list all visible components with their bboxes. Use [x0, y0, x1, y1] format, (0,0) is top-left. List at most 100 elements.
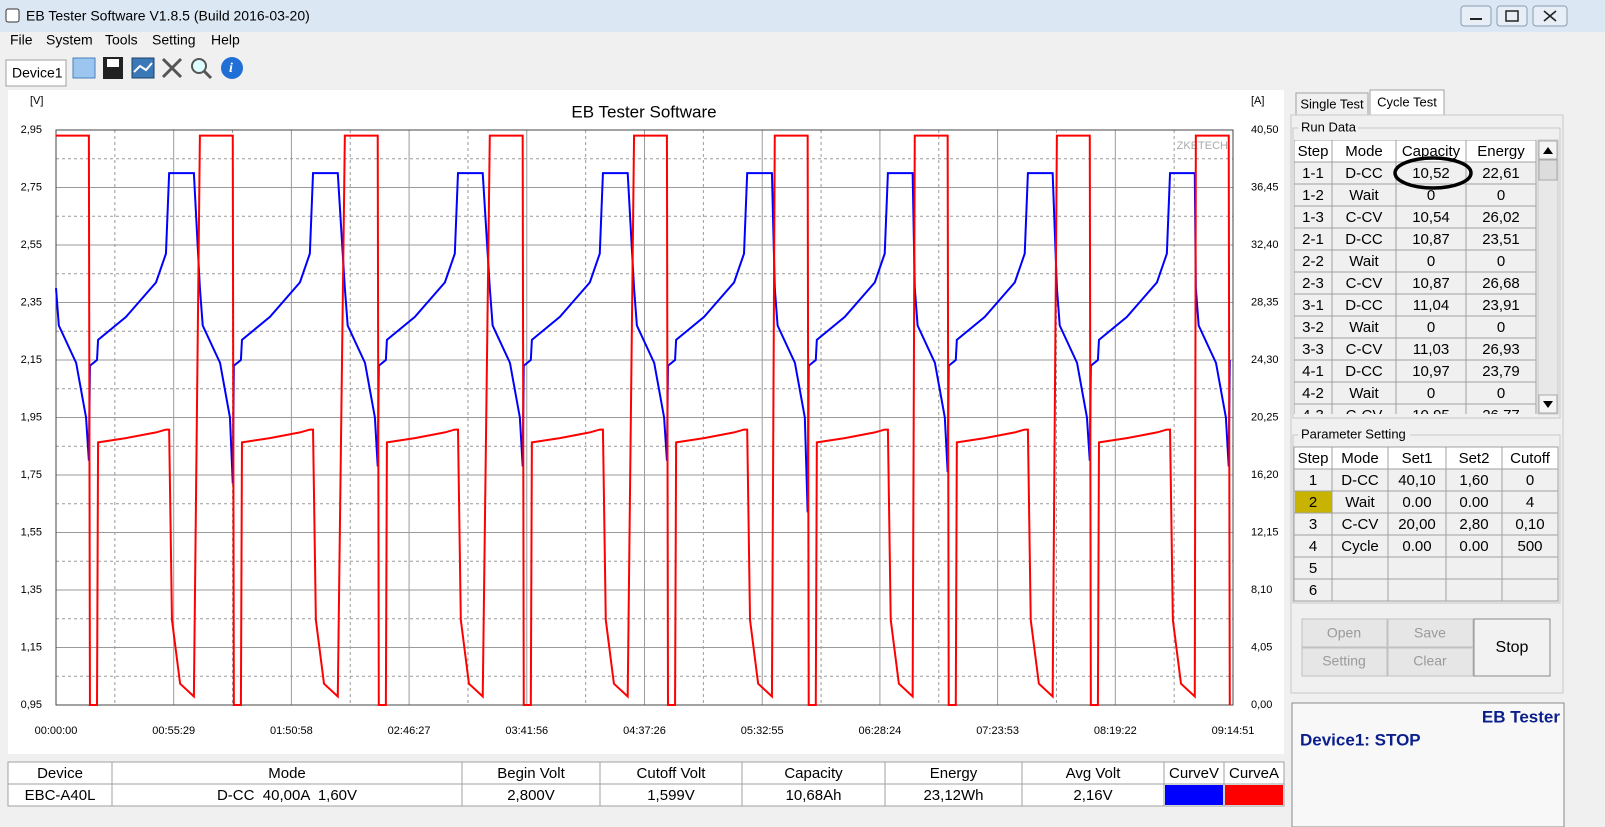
- cell-text: 26,02: [1482, 209, 1520, 226]
- run-data-table: Step Mode Capacity Energy 1-1 D-CC 10,52 22,61 1…: [1294, 140, 1537, 424]
- menu-item[interactable]: System: [46, 32, 93, 48]
- scrollbar[interactable]: [1537, 139, 1559, 415]
- cell-text: 10,87: [1412, 275, 1450, 292]
- minimize-button[interactable]: [1460, 5, 1492, 27]
- cell-text: 0: [1497, 319, 1505, 336]
- status-box: [1291, 702, 1565, 827]
- cell-text: 0: [1427, 319, 1435, 336]
- group-title: Parameter Setting: [1301, 426, 1406, 441]
- search-icon[interactable]: [191, 58, 207, 74]
- cell-text: 0: [1427, 385, 1435, 402]
- cell-text: 4: [1526, 494, 1534, 511]
- cell-text: Wait: [1345, 494, 1375, 511]
- group-box: [1292, 127, 1561, 419]
- chart-panel: [8, 90, 1284, 754]
- column-header: Energy: [930, 765, 978, 782]
- button-label[interactable]: Save: [1414, 625, 1446, 641]
- cell-text: 2: [1309, 494, 1317, 511]
- cell-text: 0: [1497, 385, 1505, 402]
- cell-text: 10,95: [1412, 407, 1450, 424]
- cell-text: D-CC: [1345, 165, 1383, 182]
- cell-text: 0.00: [1459, 494, 1488, 511]
- cell-text: 40,10: [1398, 472, 1436, 489]
- cell-text: D-CC: [1345, 231, 1383, 248]
- column-header: Begin Volt: [497, 765, 565, 782]
- button-label[interactable]: Stop: [1496, 639, 1529, 656]
- cell-text: 11,04: [1413, 297, 1449, 314]
- summary-table: Device EBC-A40L Mode D-CC 40,00A 1,60V Begin…: [7, 761, 1285, 807]
- app-icon: [5, 8, 20, 23]
- x-tick-label: 07:23:53: [976, 725, 1019, 737]
- cell-text: Wait: [1349, 385, 1379, 402]
- cell-text: 26,77: [1482, 407, 1520, 424]
- cell-text: 23,79: [1482, 363, 1520, 380]
- column-header: Set2: [1459, 450, 1490, 467]
- y-tick-label: 2,75: [21, 181, 42, 193]
- stop-button[interactable]: [1473, 618, 1551, 677]
- status-message: Device1: STOP: [1300, 730, 1421, 749]
- cell-text: 4: [1309, 538, 1317, 555]
- setting-button[interactable]: [1301, 647, 1388, 677]
- button-label[interactable]: Open: [1327, 625, 1361, 641]
- tab-label[interactable]: Single Test: [1300, 96, 1364, 111]
- window-title: EB Tester Software V1.8.5 (Build 2016-03…: [26, 8, 310, 24]
- cell-text: 0: [1526, 472, 1534, 489]
- cell-text: 23,51: [1482, 231, 1520, 248]
- cell-text: Wait: [1349, 187, 1379, 204]
- y2-tick-label: 36,45: [1251, 181, 1279, 193]
- menu-item[interactable]: Setting: [152, 32, 196, 48]
- cell-text: 500: [1517, 538, 1542, 555]
- info-glyph: i: [229, 61, 233, 76]
- cell-text: 0.00: [1402, 538, 1431, 555]
- column-header: Capacity: [1402, 143, 1461, 160]
- cell-text: D-CC: [1345, 297, 1383, 314]
- cell-text: 2,16V: [1073, 787, 1112, 804]
- menu-item[interactable]: File: [10, 32, 33, 48]
- open-button[interactable]: [1301, 618, 1388, 648]
- cell: [1331, 403, 1397, 414]
- y2-tick-label: 4,05: [1251, 641, 1272, 653]
- x-tick-label: 05:32:55: [741, 725, 784, 737]
- cell-text: 1-1: [1302, 165, 1324, 182]
- cell-text: 2-3: [1302, 275, 1324, 292]
- y-tick-label: 2,55: [21, 239, 42, 251]
- cell-text: 0,10: [1515, 516, 1544, 533]
- tab-label[interactable]: Cycle Test: [1377, 94, 1437, 109]
- plot-frame: [55, 129, 1234, 706]
- cell-text: 10,68Ah: [786, 787, 842, 804]
- cell-text: 3: [1309, 516, 1317, 533]
- cell-text: C-CV: [1342, 516, 1379, 533]
- menu-item[interactable]: Help: [211, 32, 240, 48]
- maximize-button[interactable]: [1496, 5, 1528, 27]
- button-label[interactable]: Setting: [1322, 653, 1366, 669]
- column-header: Cutoff: [1510, 450, 1551, 467]
- x-tick-label: 04:37:26: [623, 725, 666, 737]
- button-label[interactable]: Clear: [1413, 653, 1447, 669]
- cell-text: 1,60: [1459, 472, 1488, 489]
- clear-button[interactable]: [1387, 647, 1474, 677]
- info-icon[interactable]: [221, 57, 243, 79]
- x-tick-label: 02:46:27: [388, 725, 431, 737]
- selected-step: [1295, 491, 1332, 513]
- device-tab[interactable]: [5, 59, 67, 87]
- cell-text: 0: [1427, 187, 1435, 204]
- menu-item[interactable]: Tools: [105, 32, 138, 48]
- cell-text: 11,03: [1413, 341, 1449, 358]
- cell-text: 2-1: [1302, 231, 1324, 248]
- cell-text: C-CV: [1346, 275, 1383, 292]
- x-tick-label: 03:41:56: [505, 725, 548, 737]
- cell-text: 6: [1309, 582, 1317, 599]
- device-tab-label[interactable]: Device1: [12, 65, 63, 81]
- cell: [1223, 783, 1285, 807]
- tab-active[interactable]: [1369, 89, 1445, 116]
- cell-text: 10,54: [1412, 209, 1450, 226]
- cell-text: EBC-A40L: [25, 787, 96, 804]
- tools-icon[interactable]: [161, 57, 183, 79]
- x-tick-label: 09:14:51: [1212, 725, 1255, 737]
- cell-text: 3-3: [1302, 341, 1324, 358]
- save-button[interactable]: [1387, 618, 1474, 648]
- open-icon[interactable]: [72, 57, 96, 79]
- cell: [1395, 403, 1467, 414]
- cell-text: 10,97: [1412, 363, 1450, 380]
